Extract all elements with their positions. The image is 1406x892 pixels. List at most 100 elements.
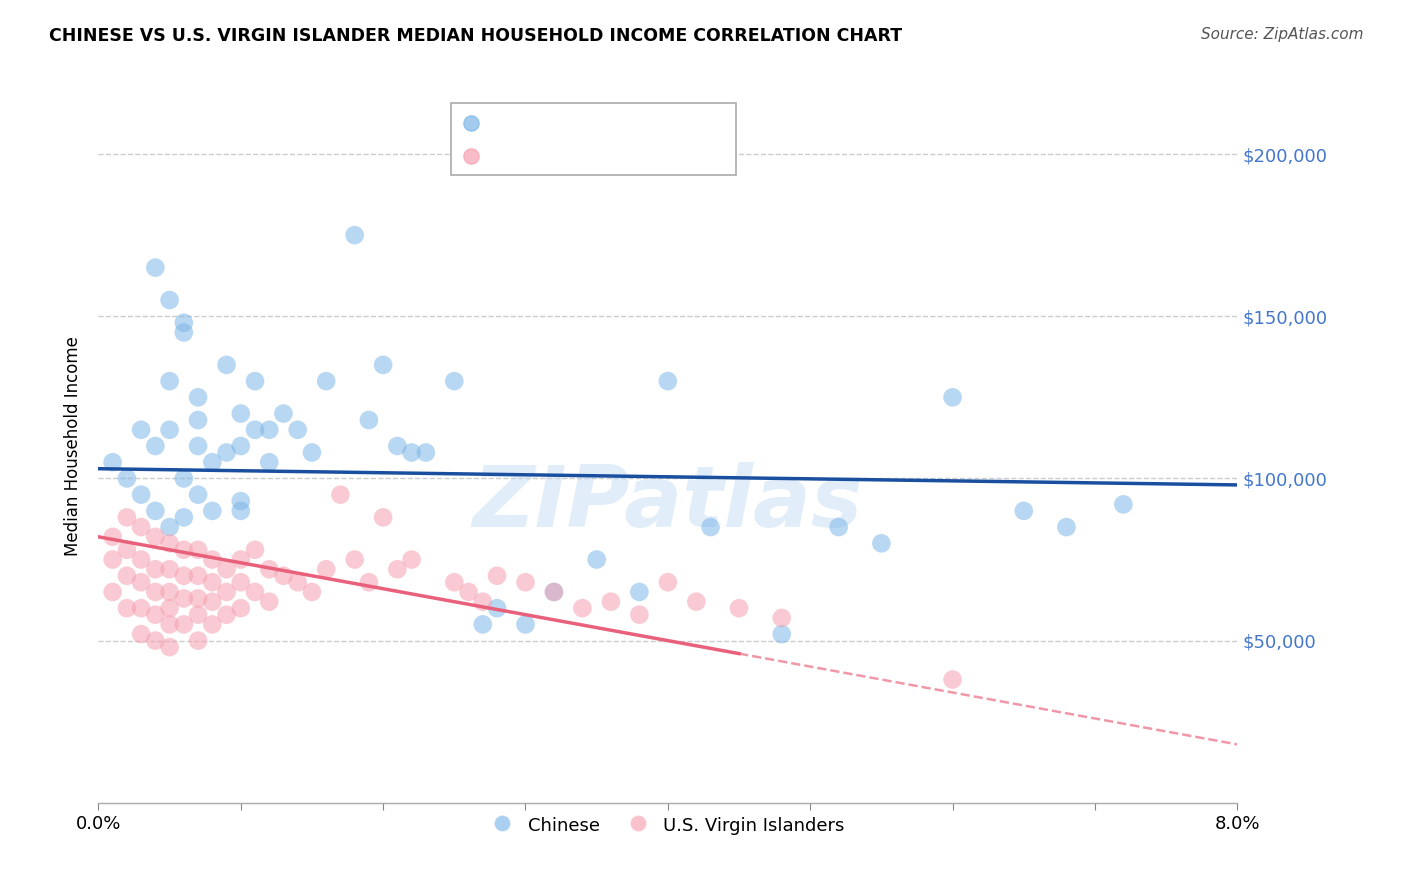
Point [1112, 497, 1135, 511]
Point [770, 611, 793, 625]
Point [187, 568, 209, 582]
Point [443, 575, 465, 590]
Point [259, 423, 281, 437]
Point [942, 673, 965, 687]
Point [685, 595, 707, 609]
Point [1056, 520, 1078, 534]
Point [115, 510, 138, 524]
Point [159, 585, 181, 599]
Point [101, 530, 124, 544]
Point [243, 423, 266, 437]
Point [443, 374, 465, 388]
Point [187, 633, 209, 648]
Point [229, 439, 252, 453]
Point [201, 504, 224, 518]
Point [201, 552, 224, 566]
Point [129, 575, 152, 590]
Point [259, 455, 281, 469]
Point [173, 326, 195, 340]
Point [628, 585, 651, 599]
Point [343, 552, 366, 566]
Point [145, 439, 167, 453]
Point [115, 601, 138, 615]
Point [145, 260, 167, 275]
Point [387, 562, 409, 576]
Point [699, 520, 721, 534]
Point [273, 568, 295, 582]
Point [159, 562, 181, 576]
Point [371, 510, 394, 524]
Text: CHINESE VS U.S. VIRGIN ISLANDER MEDIAN HOUSEHOLD INCOME CORRELATION CHART: CHINESE VS U.S. VIRGIN ISLANDER MEDIAN H… [49, 27, 903, 45]
Point [287, 575, 309, 590]
Point [287, 423, 309, 437]
Point [259, 562, 281, 576]
Point [187, 439, 209, 453]
Point [770, 627, 793, 641]
Point [173, 316, 195, 330]
Point [215, 358, 238, 372]
Point [457, 585, 479, 599]
Point [387, 439, 409, 453]
Point [371, 358, 394, 372]
Point [145, 504, 167, 518]
Point [145, 585, 167, 599]
Point [728, 601, 751, 615]
Point [173, 568, 195, 582]
Point [129, 520, 152, 534]
Text: Source: ZipAtlas.com: Source: ZipAtlas.com [1201, 27, 1364, 42]
Point [543, 585, 565, 599]
Point [129, 552, 152, 566]
Point [229, 494, 252, 508]
Point [173, 471, 195, 485]
Point [215, 562, 238, 576]
Point [259, 595, 281, 609]
Point [187, 542, 209, 557]
Point [101, 585, 124, 599]
Point [401, 552, 423, 566]
Point [1012, 504, 1035, 518]
Point [129, 627, 152, 641]
Point [173, 510, 195, 524]
Point [159, 374, 181, 388]
Point [357, 413, 380, 427]
Point [187, 390, 209, 404]
Point [187, 413, 209, 427]
Point [401, 445, 423, 459]
Point [229, 601, 252, 615]
Legend: Chinese, U.S. Virgin Islanders: Chinese, U.S. Virgin Islanders [484, 807, 852, 844]
Point [159, 617, 181, 632]
Point [301, 585, 323, 599]
Point [215, 585, 238, 599]
Point [145, 633, 167, 648]
Point [129, 601, 152, 615]
Point [600, 595, 623, 609]
Point [159, 536, 181, 550]
Point [471, 617, 494, 632]
Point [129, 488, 152, 502]
Point [628, 607, 651, 622]
Point [173, 591, 195, 606]
Point [870, 536, 893, 550]
Point [187, 591, 209, 606]
Point [159, 640, 181, 654]
Point [229, 407, 252, 421]
Y-axis label: Median Household Income: Median Household Income [65, 336, 83, 556]
Point [471, 595, 494, 609]
Point [415, 445, 437, 459]
Point [101, 455, 124, 469]
Point [329, 488, 352, 502]
Point [201, 595, 224, 609]
Point [115, 471, 138, 485]
Point [343, 228, 366, 243]
Point [315, 562, 337, 576]
Point [828, 520, 851, 534]
Point [159, 423, 181, 437]
Point [229, 552, 252, 566]
Text: ZIPatlas: ZIPatlas [472, 461, 863, 545]
Point [201, 617, 224, 632]
Point [585, 552, 607, 566]
Point [187, 607, 209, 622]
Point [315, 374, 337, 388]
Point [486, 601, 509, 615]
Point [145, 607, 167, 622]
